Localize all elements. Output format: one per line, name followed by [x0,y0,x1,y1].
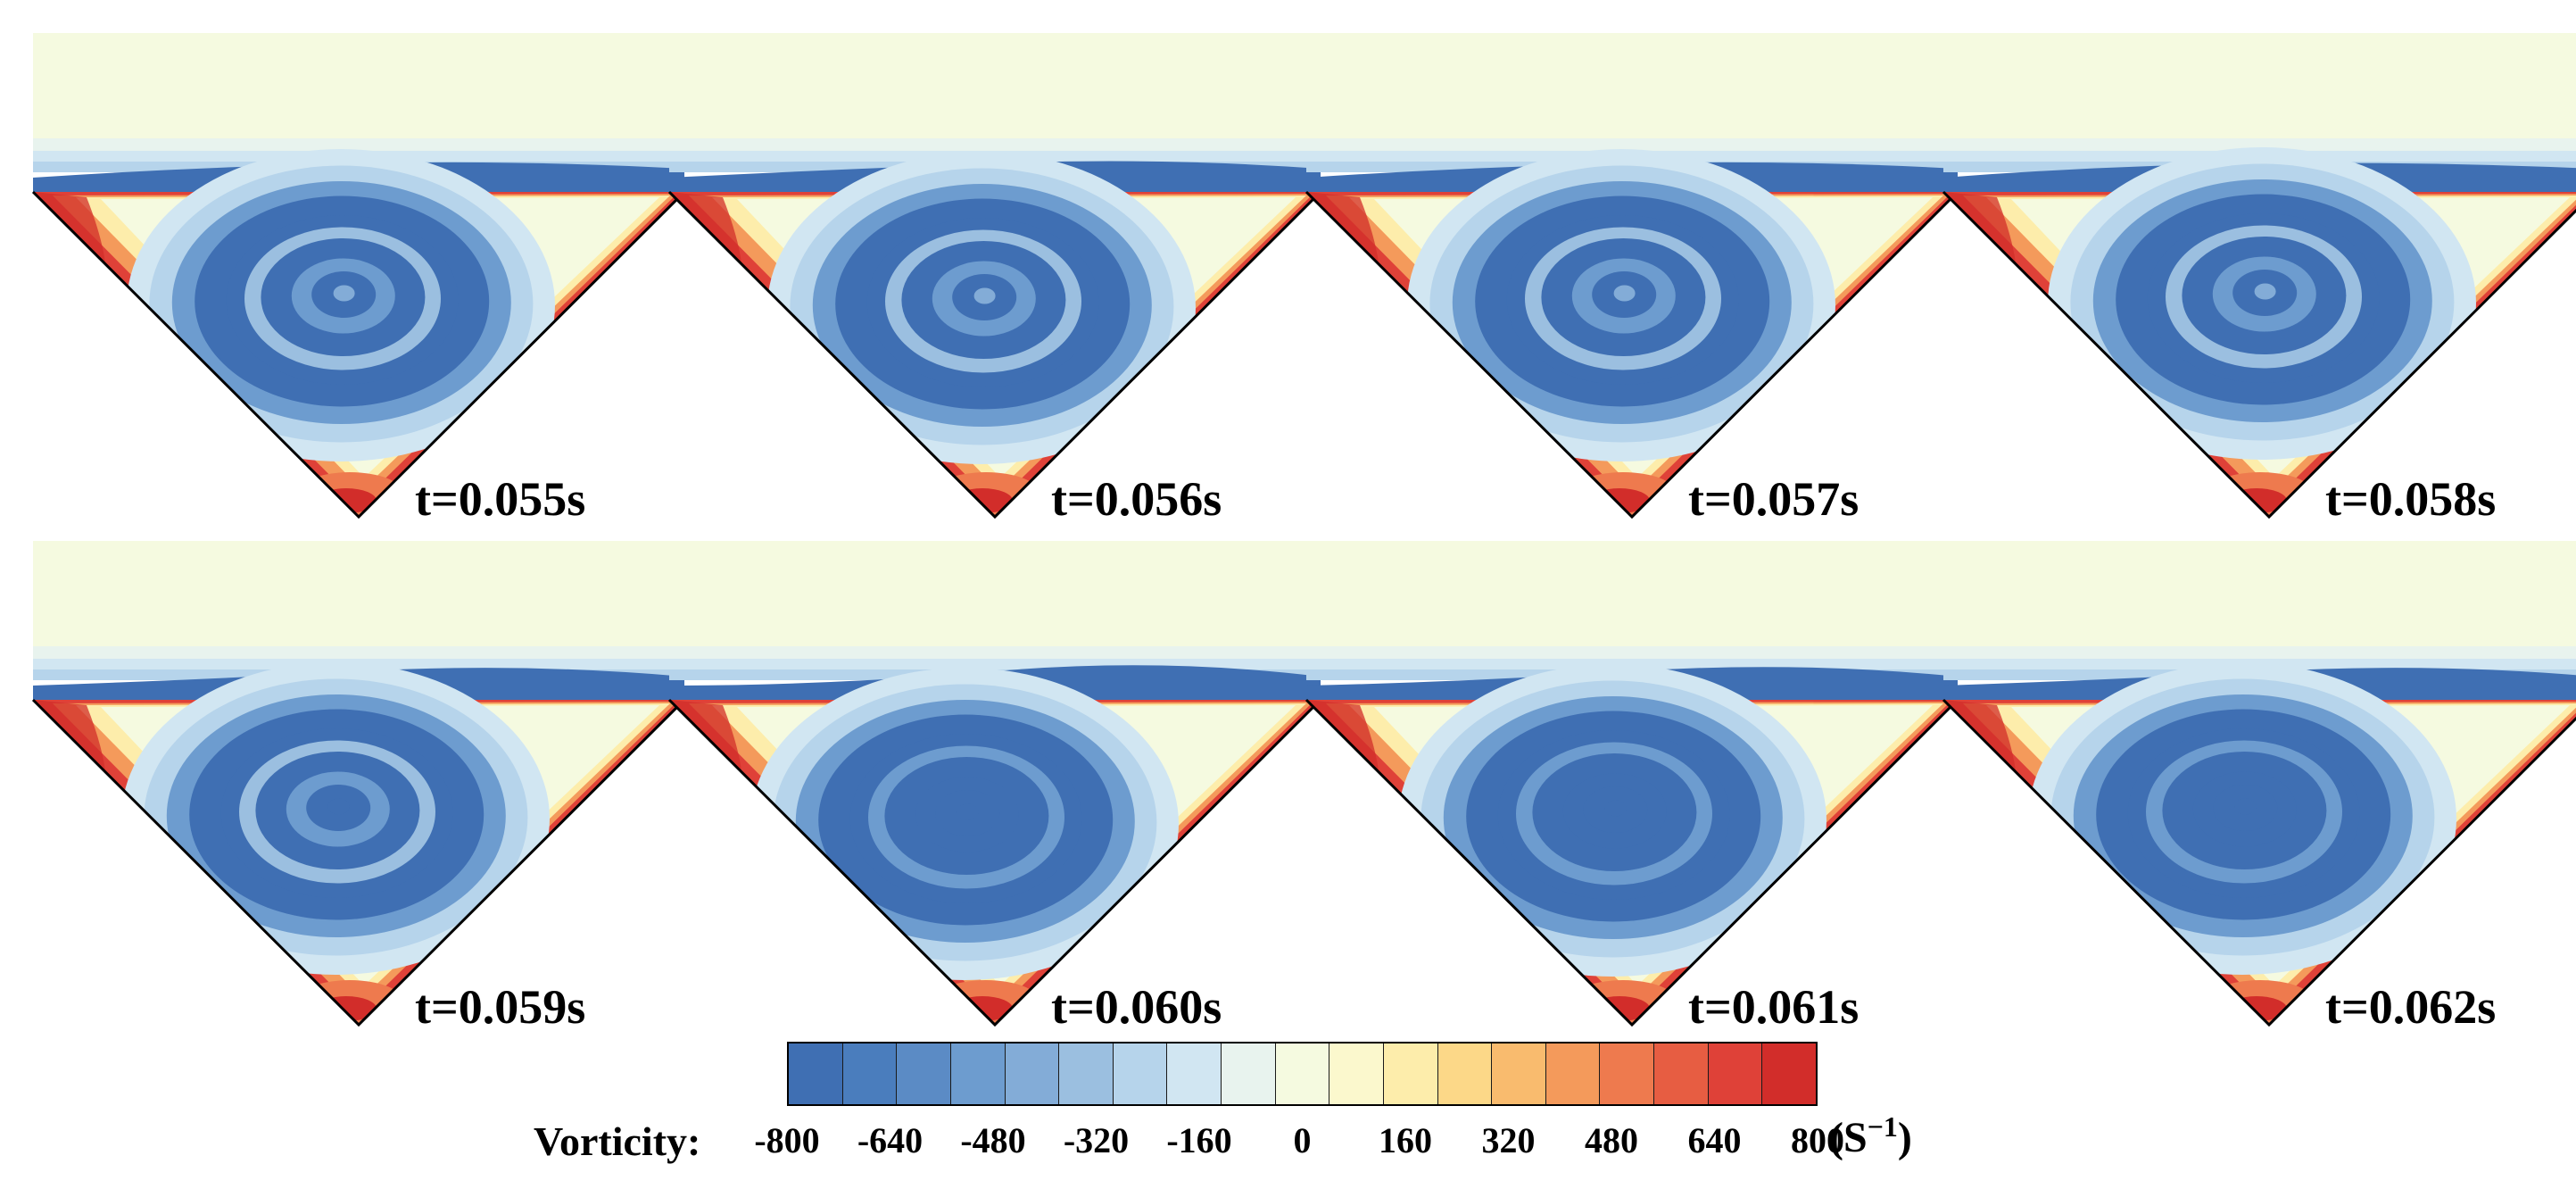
time-label: t=0.062s [2325,980,2497,1034]
vorticity-contour-plot [31,33,686,520]
vorticity-panel: t=0.055s [31,33,686,533]
time-label: t=0.057s [1688,472,1860,526]
colorbar-swatch [1600,1043,1654,1104]
colorbar-swatch [1275,1043,1330,1104]
colorbar-tick-label: 320 [1481,1120,1536,1160]
vorticity-panel: t=0.061s [1305,541,1959,1041]
colorbar-swatch [897,1043,951,1104]
vortex-core [1398,664,1826,977]
colorbar-unit: (S−1) [1829,1110,1912,1161]
vorticity-panel: t=0.060s [667,541,1322,1041]
vortex-core [1407,149,1835,461]
time-label: t=0.061s [1688,980,1860,1034]
colorbar-swatch [1167,1043,1222,1104]
colorbar-tick-label: 800 [1791,1120,1844,1160]
vorticity-contour-plot [1305,541,1959,1027]
colorbar-tick-label: 640 [1687,1120,1742,1160]
vorticity-panel: t=0.059s [31,541,686,1041]
vorticity-contour-plot [1942,541,2576,1027]
vorticity-contour-plot [31,541,686,1027]
colorbar-swatch [1222,1043,1276,1104]
time-label: t=0.060s [1051,980,1222,1034]
colorbar-swatch [1708,1043,1763,1104]
vorticity-panel: t=0.058s [1942,33,2576,533]
vorticity-contour-plot [1942,33,2576,520]
time-label: t=0.058s [2325,472,2497,526]
colorbar-swatch [1005,1043,1060,1104]
vortex-core [2028,662,2456,975]
vorticity-panel: t=0.057s [1305,33,1959,533]
colorbar-swatch [1059,1043,1114,1104]
colorbar-tick-label: 160 [1379,1120,1432,1160]
colorbar-tick-label: -800 [754,1120,820,1160]
colorbar-tick-label: 480 [1585,1120,1638,1160]
colorbar-tick-label: -640 [857,1120,924,1160]
colorbar-swatch [1762,1043,1816,1104]
time-label: t=0.059s [415,980,586,1034]
colorbar-swatch [1383,1043,1438,1104]
vorticity-panel: t=0.056s [667,33,1322,533]
vorticity-panel: t=0.062s [1942,541,2576,1041]
colorbar-swatch [1113,1043,1168,1104]
vortex-core [127,149,555,461]
colorbar-swatch [1545,1043,1601,1104]
vorticity-contour-plot [667,541,1322,1027]
time-label: t=0.055s [415,472,586,526]
colorbar-swatch [1492,1043,1546,1104]
colorbar-swatch [950,1043,1006,1104]
colorbar-swatch [1437,1043,1493,1104]
colorbar-tick-label: 0 [1293,1120,1312,1160]
colorbar-swatch [1654,1043,1709,1104]
colorbar-swatch [789,1043,843,1104]
colorbar [787,1042,1818,1106]
vorticity-contour-plot [667,33,1322,520]
vortex-core [750,668,1179,980]
vortex-core [2048,147,2476,460]
colorbar-tick-label: -160 [1166,1120,1232,1160]
colorbar-swatch [1329,1043,1384,1104]
colorbar-tick-label: -320 [1063,1120,1130,1160]
vortex-core [121,662,550,975]
colorbar-title: Vorticity: [534,1118,701,1164]
vorticity-contour-plot [1305,33,1959,520]
time-label: t=0.056s [1051,472,1222,526]
colorbar-swatch [842,1043,898,1104]
vortex-core [767,152,1196,464]
colorbar-tick-label: -480 [960,1120,1026,1160]
